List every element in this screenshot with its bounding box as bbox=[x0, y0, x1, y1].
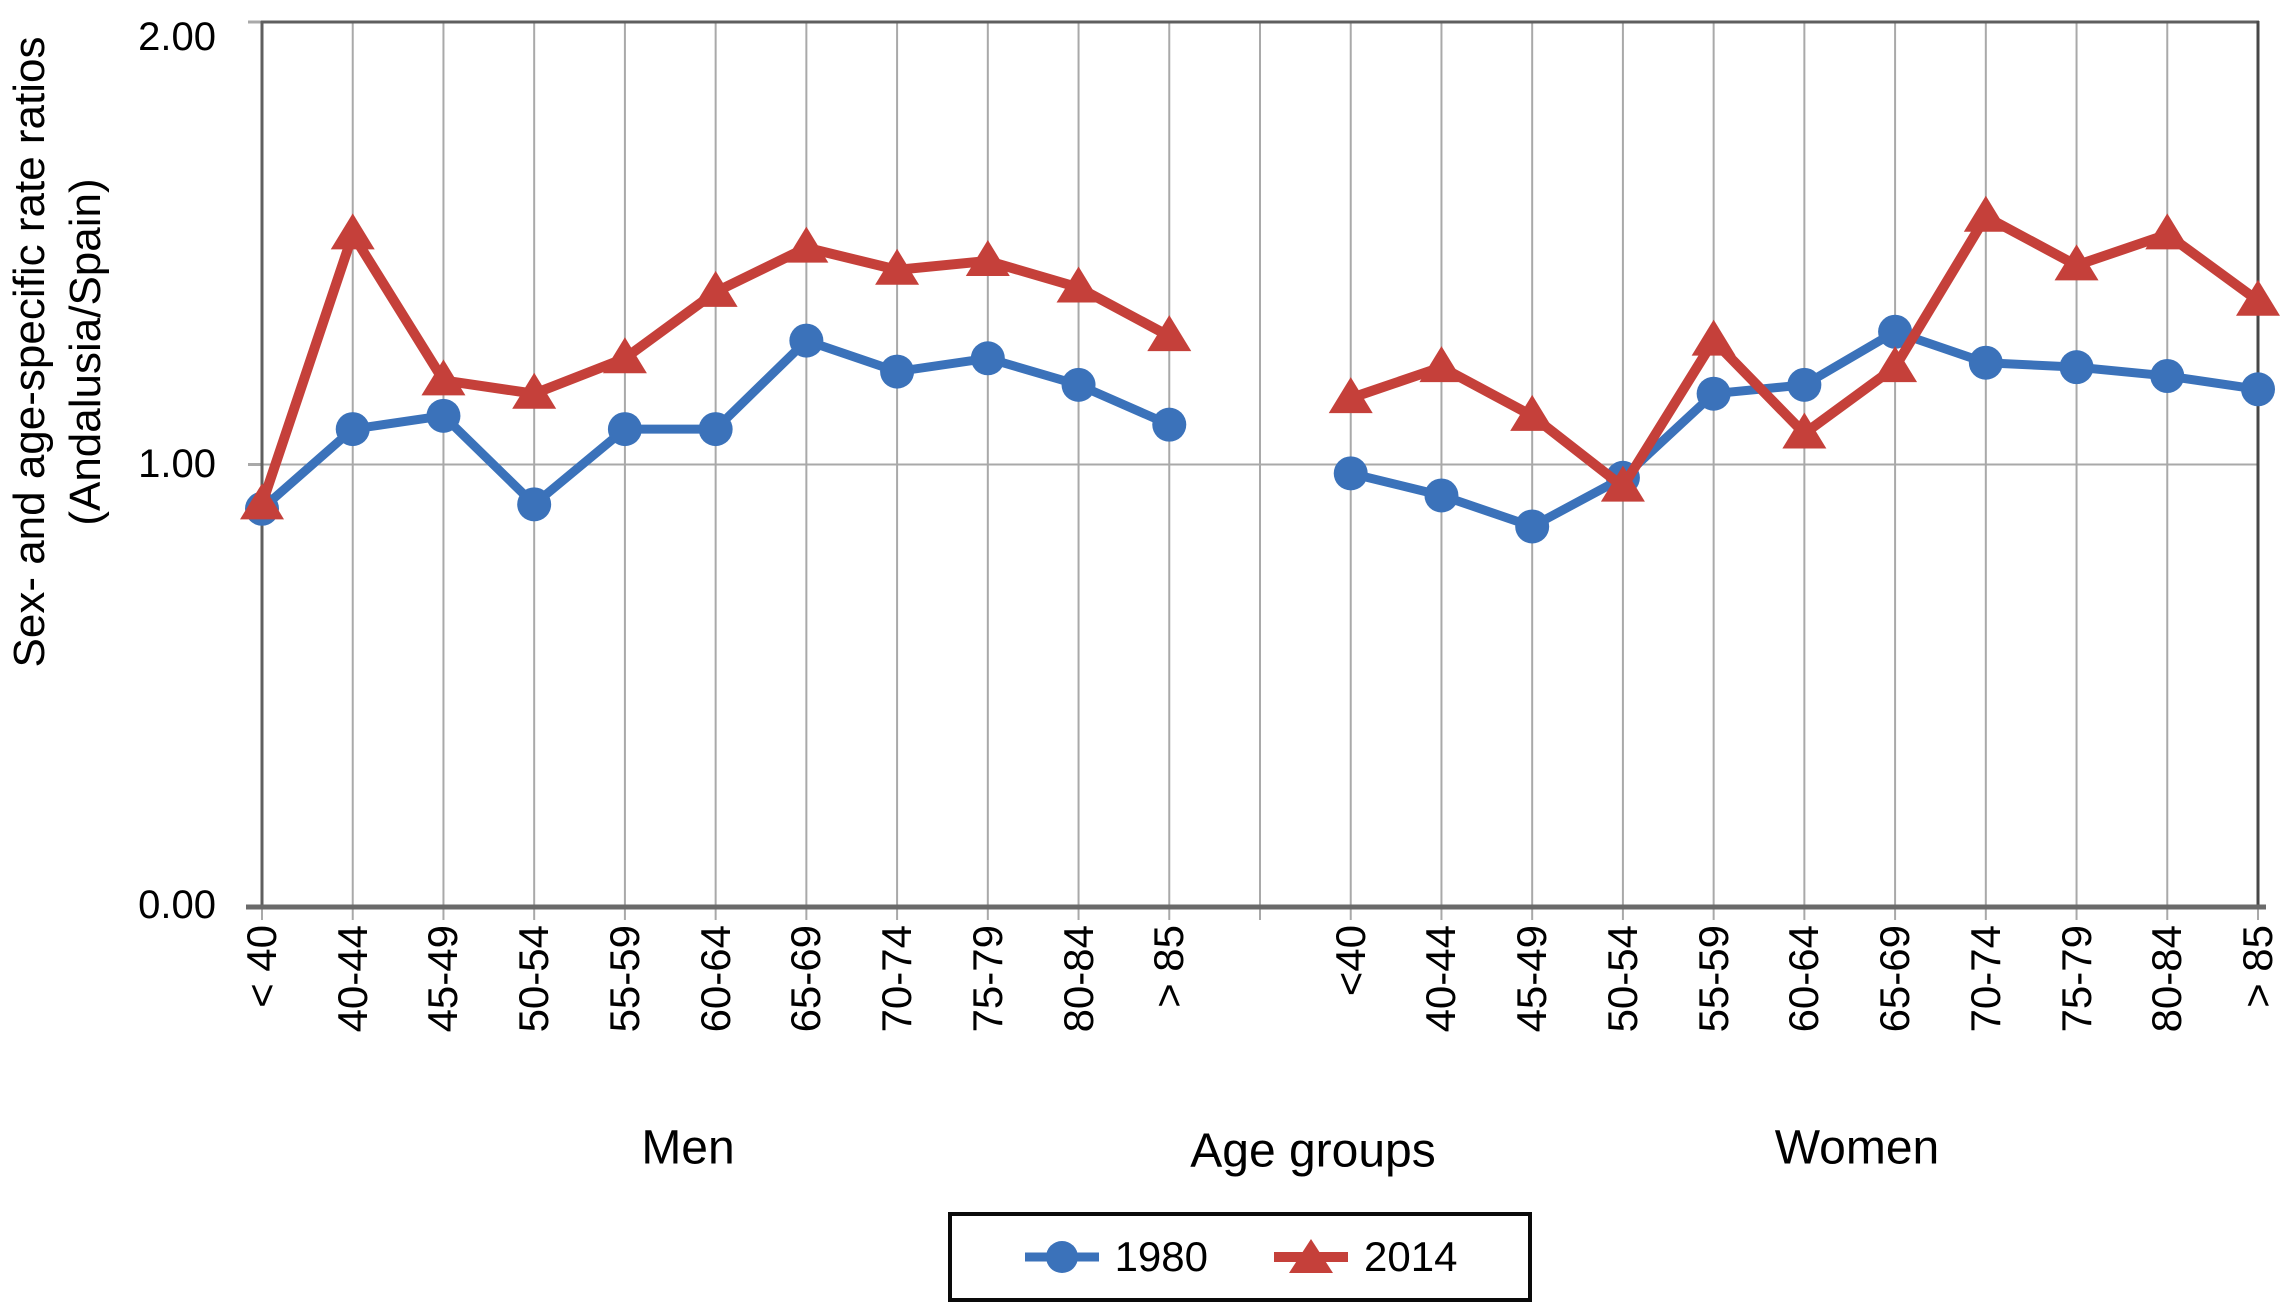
x-tick-label: 65-69 bbox=[782, 925, 830, 1033]
data-point-circle-1980 bbox=[1424, 478, 1459, 513]
data-point-triangle-2014 bbox=[1056, 266, 1101, 303]
data-point-triangle-2014 bbox=[330, 213, 375, 250]
legend-item-1980: 1980 bbox=[1023, 1233, 1208, 1281]
x-tick-label: 55-59 bbox=[600, 925, 648, 1033]
data-point-triangle-2014 bbox=[512, 372, 557, 409]
section-label-women: Women bbox=[1774, 1121, 1940, 1175]
x-tick-label: 80-84 bbox=[2143, 925, 2191, 1033]
x-tick-label: 45-49 bbox=[419, 925, 467, 1033]
data-point-triangle-2014 bbox=[421, 359, 466, 396]
data-point-circle-1980 bbox=[880, 354, 915, 389]
x-tick-label: 50-54 bbox=[510, 925, 558, 1033]
data-point-circle-1980 bbox=[789, 323, 824, 358]
data-point-circle-1980 bbox=[1696, 376, 1731, 411]
data-point-triangle-2014 bbox=[875, 248, 920, 285]
data-point-triangle-2014 bbox=[2054, 244, 2099, 281]
x-tick-label: 40-44 bbox=[328, 925, 376, 1033]
y-tick-label: 2.00 bbox=[138, 15, 216, 59]
data-point-triangle-2014 bbox=[1328, 377, 1373, 414]
data-point-triangle-2014 bbox=[784, 226, 829, 263]
data-point-circle-1980 bbox=[1787, 367, 1822, 402]
x-tick-label: 60-64 bbox=[691, 925, 739, 1033]
x-tick-label: <40 bbox=[1326, 925, 1374, 997]
x-tick-label: 50-54 bbox=[1598, 925, 1646, 1033]
data-point-circle-1980 bbox=[517, 487, 552, 522]
data-point-triangle-2014 bbox=[1419, 346, 1464, 383]
y-tick-label: 1.00 bbox=[138, 442, 216, 486]
data-point-circle-1980 bbox=[1061, 367, 1096, 402]
data-point-triangle-2014 bbox=[602, 337, 647, 374]
data-point-circle-1980 bbox=[2241, 372, 2275, 407]
data-point-circle-1980 bbox=[426, 398, 461, 433]
x-tick-label: 80-84 bbox=[1054, 925, 1102, 1033]
legend: 1980 2014 bbox=[948, 1212, 1532, 1302]
x-tick-label: 60-64 bbox=[1780, 925, 1828, 1033]
data-point-triangle-2014 bbox=[1600, 465, 1645, 502]
y-tick-label: 0.00 bbox=[138, 883, 216, 927]
data-point-circle-1980 bbox=[1878, 314, 1913, 349]
data-point-triangle-2014 bbox=[693, 270, 738, 307]
legend-label-2014: 2014 bbox=[1364, 1233, 1458, 1280]
data-point-triangle-2014 bbox=[1873, 346, 1918, 383]
data-point-circle-1980 bbox=[1515, 509, 1550, 544]
y-axis-title-line2: (Andalusia/Spain) bbox=[61, 178, 110, 526]
data-point-triangle-2014 bbox=[240, 483, 284, 520]
data-point-triangle-2014 bbox=[965, 239, 1010, 276]
x-tick-label: 45-49 bbox=[1508, 925, 1556, 1033]
x-tick-label: 70-74 bbox=[1961, 925, 2009, 1033]
legend-triangle-marker-icon bbox=[1274, 1239, 1348, 1273]
x-tick-label: 70-74 bbox=[873, 925, 921, 1033]
x-tick-label: < 40 bbox=[238, 925, 285, 1008]
x-tick-label: > 85 bbox=[1145, 925, 1193, 1008]
data-point-triangle-2014 bbox=[1963, 195, 2008, 232]
x-tick-label: 40-44 bbox=[1417, 925, 1465, 1033]
x-tick-label: > 85 bbox=[2234, 925, 2281, 1008]
data-point-triangle-2014 bbox=[1691, 319, 1736, 356]
data-point-triangle-2014 bbox=[2236, 279, 2280, 316]
data-point-circle-1980 bbox=[335, 412, 370, 447]
legend-circle-marker-icon bbox=[1024, 1241, 1099, 1273]
x-tick-label: 55-59 bbox=[1689, 925, 1737, 1033]
data-point-circle-1980 bbox=[2150, 359, 2185, 393]
y-axis-title-line1: Sex- and age-specific rate ratios bbox=[5, 36, 54, 668]
data-point-circle-1980 bbox=[970, 341, 1005, 376]
data-point-circle-1980 bbox=[1333, 456, 1368, 491]
section-label-men: Men bbox=[641, 1121, 735, 1175]
x-tick-label: 75-79 bbox=[963, 925, 1011, 1033]
data-point-circle-1980 bbox=[607, 412, 642, 447]
legend-item-2014: 2014 bbox=[1272, 1233, 1457, 1281]
data-point-triangle-2014 bbox=[2145, 213, 2190, 250]
data-point-circle-1980 bbox=[1968, 345, 2003, 380]
data-point-triangle-2014 bbox=[1510, 394, 1555, 431]
x-tick-label: 65-69 bbox=[1871, 925, 1919, 1033]
data-point-circle-1980 bbox=[2059, 350, 2094, 385]
x-tick-label: 75-79 bbox=[2052, 925, 2100, 1033]
data-point-triangle-2014 bbox=[1782, 412, 1827, 449]
data-point-circle-1980 bbox=[698, 412, 733, 447]
data-point-circle-1980 bbox=[1152, 407, 1187, 442]
x-axis-title: Age groups bbox=[1190, 1124, 1436, 1178]
legend-label-1980: 1980 bbox=[1114, 1233, 1208, 1280]
data-point-triangle-2014 bbox=[1147, 315, 1192, 352]
